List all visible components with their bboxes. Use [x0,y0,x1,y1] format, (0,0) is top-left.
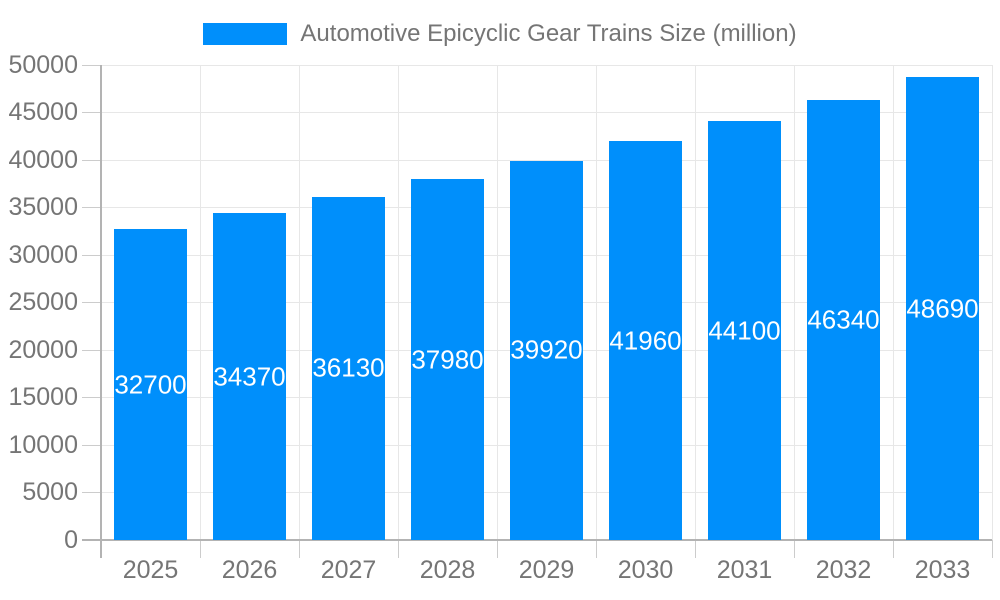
bar: 39920 [510,160,583,540]
gridline-vertical [595,65,597,540]
bar-value-label: 32700 [114,369,187,400]
x-tick-label: 2031 [716,556,773,584]
x-axis-tick [496,540,498,558]
y-tick-label: 15000 [8,383,78,411]
y-tick-label: 50000 [8,50,78,79]
x-tick-label: 2025 [122,556,179,584]
bar: 34370 [213,213,286,540]
gridline-vertical [991,65,993,540]
x-tick-label: 2028 [419,556,476,584]
bar: 36130 [312,196,385,540]
x-axis-tick [694,540,696,558]
x-axis-tick [199,540,201,558]
bar: 44100 [708,121,781,540]
x-axis-tick [397,540,399,558]
y-axis-tick [82,302,101,303]
legend-swatch [203,23,288,45]
gridline-vertical [397,65,399,540]
gridline-horizontal [101,64,992,66]
y-tick-label: 30000 [8,240,78,269]
x-axis-tick [991,540,993,558]
bar: 48690 [906,77,979,540]
bar-value-label: 41960 [609,325,682,356]
x-tick-label: 2030 [617,556,674,584]
y-axis-tick [82,349,101,351]
bar-value-label: 34370 [213,361,286,392]
y-axis-tick [82,64,101,66]
y-tick-label: 25000 [8,288,78,316]
x-tick-label: 2032 [815,556,872,584]
x-axis-tick [793,540,795,558]
y-axis-tick [82,207,101,208]
x-axis-tick [298,540,300,558]
y-axis-tick [82,254,101,256]
bar: 41960 [609,141,682,540]
y-tick-label: 10000 [8,430,78,459]
bar-value-label: 46340 [807,304,880,335]
x-tick-label: 2033 [914,556,971,584]
bar-value-label: 39920 [510,334,583,365]
bar-value-label: 37980 [411,344,484,375]
bar-value-label: 44100 [708,315,781,346]
gridline-horizontal [101,159,992,161]
legend-label: Automotive Epicyclic Gear Trains Size (m… [300,20,797,47]
y-tick-label: 5000 [22,478,78,506]
x-tick-label: 2029 [518,556,575,584]
y-tick-label: 20000 [8,335,78,364]
bar: 46340 [807,99,880,540]
x-tick-label: 2027 [320,556,377,584]
y-axis-line [100,65,102,558]
gridline-vertical [793,65,795,540]
gridline-vertical [496,65,498,540]
x-axis-tick [595,540,597,558]
bar: 37980 [411,179,484,540]
y-tick-label: 35000 [8,193,78,221]
y-axis-tick [82,397,101,398]
y-tick-label: 40000 [8,145,78,174]
x-axis-tick [892,540,894,558]
y-axis-tick [82,444,101,446]
bar-value-label: 48690 [906,293,979,324]
gridline-horizontal [101,112,992,113]
gridline-vertical [199,65,201,540]
x-tick-label: 2026 [221,556,278,584]
y-tick-label: 0 [64,525,78,554]
gridline-vertical [892,65,894,540]
y-tick-label: 45000 [8,98,78,126]
legend-item[interactable]: Automotive Epicyclic Gear Trains Size (m… [0,20,1000,48]
x-axis-line [82,539,992,541]
bar: 32700 [114,229,187,540]
gridline-vertical [694,65,696,540]
bar-value-label: 36130 [312,352,385,383]
y-axis-tick [82,159,101,161]
gridline-vertical [298,65,300,540]
y-axis-tick [82,112,101,113]
y-axis-tick [82,492,101,493]
